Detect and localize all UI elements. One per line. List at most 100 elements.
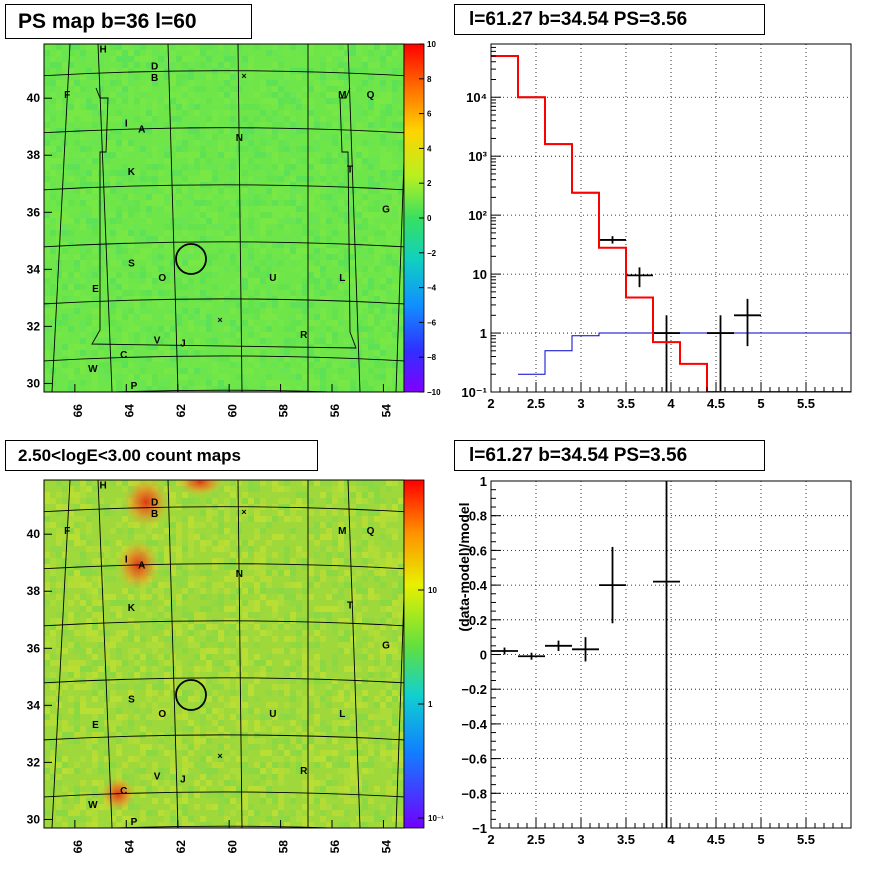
map-pixel (386, 822, 392, 828)
map-pixel (170, 570, 176, 576)
map-pixel (74, 810, 80, 816)
map-pixel (68, 278, 74, 284)
map-pixel (356, 272, 362, 278)
map-pixel (152, 540, 158, 546)
map-pixel (68, 350, 74, 356)
map-pixel (206, 678, 212, 684)
map-pixel (134, 654, 140, 660)
map-pixel (374, 714, 380, 720)
map-pixel (86, 504, 92, 510)
map-pixel (92, 612, 98, 618)
map-pixel (134, 338, 140, 344)
grid-meridian (97, 480, 113, 828)
map-pixel (188, 188, 194, 194)
map-pixel (98, 308, 104, 314)
map-pixel (128, 224, 134, 230)
map-pixel (86, 630, 92, 636)
grid-meridian (347, 44, 361, 392)
map-pixel (140, 116, 146, 122)
map-pixel (320, 588, 326, 594)
map-pixel (272, 44, 278, 50)
map-pixel (230, 564, 236, 570)
map-pixel (170, 564, 176, 570)
map-pixel (92, 176, 98, 182)
map-pixel (320, 86, 326, 92)
map-pixel (326, 242, 332, 248)
map-pixel (302, 308, 308, 314)
map-pixel (260, 672, 266, 678)
map-pixel (284, 200, 290, 206)
map-pixel (68, 296, 74, 302)
map-pixel (98, 516, 104, 522)
map-pixel (350, 86, 356, 92)
map-pixel (146, 654, 152, 660)
map-pixel (254, 594, 260, 600)
map-pixel (302, 332, 308, 338)
map-pixel (116, 326, 122, 332)
map-pixel (380, 480, 386, 486)
map-pixel (224, 200, 230, 206)
map-pixel (128, 630, 134, 636)
map-pixel (374, 326, 380, 332)
map-pixel (242, 260, 248, 266)
map-pixel (98, 170, 104, 176)
map-pixel (140, 80, 146, 86)
map-pixel (158, 260, 164, 266)
map-pixel (188, 744, 194, 750)
map-pixel (296, 266, 302, 272)
map-pixel (272, 134, 278, 140)
map-pixel (80, 338, 86, 344)
map-pixel (146, 708, 152, 714)
source-label-I: I (125, 555, 128, 566)
map-pixel (146, 612, 152, 618)
map-pixel (344, 356, 350, 362)
map-pixel (224, 660, 230, 666)
map-pixel (92, 344, 98, 350)
map-pixel (296, 744, 302, 750)
map-pixel (284, 326, 290, 332)
map-pixel (116, 720, 122, 726)
map-pixel (248, 486, 254, 492)
map-pixel (128, 146, 134, 152)
map-pixel (86, 158, 92, 164)
map-pixel (128, 636, 134, 642)
map-pixel (152, 152, 158, 158)
map-pixel (242, 134, 248, 140)
map-pixel (104, 654, 110, 660)
map-pixel (386, 702, 392, 708)
map-pixel (122, 122, 128, 128)
map-pixel (116, 810, 122, 816)
map-pixel (362, 338, 368, 344)
map-pixel (326, 624, 332, 630)
map-pixel (62, 332, 68, 338)
map-pixel (86, 822, 92, 828)
map-pixel (224, 780, 230, 786)
map-pixel (152, 750, 158, 756)
map-pixel (332, 762, 338, 768)
map-pixel (308, 350, 314, 356)
map-pixel (176, 320, 182, 326)
grid-meridian (237, 44, 243, 392)
map-pixel (98, 504, 104, 510)
map-pixel (86, 122, 92, 128)
map-pixel (368, 284, 374, 290)
map-pixel (242, 510, 248, 516)
map-pixel (362, 762, 368, 768)
map-pixel (326, 332, 332, 338)
map-pixel (272, 480, 278, 486)
map-pixel (176, 558, 182, 564)
map-pixel (344, 774, 350, 780)
map-pixel (356, 594, 362, 600)
map-pixel (266, 570, 272, 576)
count-map-cross-marker: × (217, 751, 222, 761)
map-pixel (44, 726, 50, 732)
map-pixel (266, 588, 272, 594)
map-pixel (344, 200, 350, 206)
map-pixel (242, 696, 248, 702)
map-pixel (104, 362, 110, 368)
map-pixel (128, 344, 134, 350)
map-pixel (80, 326, 86, 332)
map-pixel (308, 690, 314, 696)
map-pixel (350, 50, 356, 56)
